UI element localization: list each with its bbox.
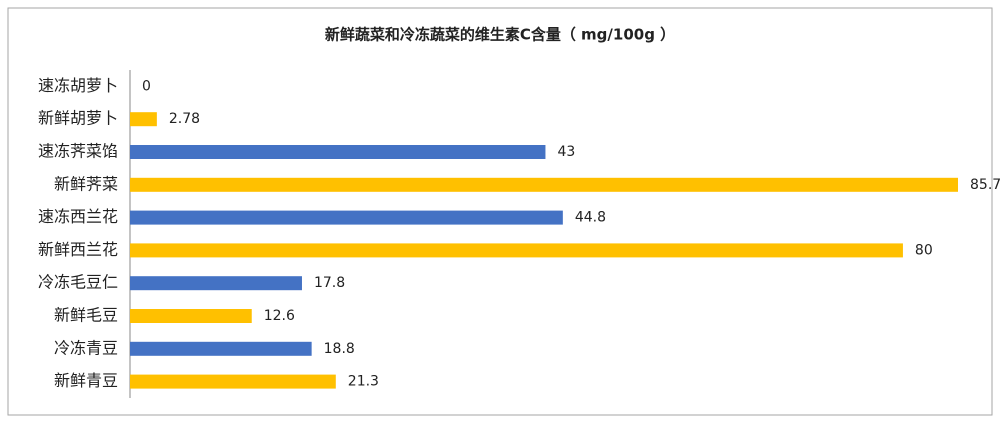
bar	[130, 341, 312, 356]
y-tick-label: 新鲜青豆	[54, 371, 118, 390]
value-label: 43	[557, 144, 575, 160]
y-tick-label: 冷冻毛豆仁	[38, 273, 118, 292]
value-label: 80	[915, 242, 933, 258]
bar	[130, 210, 563, 225]
bar	[130, 374, 336, 389]
bar	[130, 177, 958, 192]
y-tick-label: 新鲜毛豆	[54, 306, 118, 325]
value-label: 0	[142, 78, 151, 94]
y-tick-label: 速冻荠菜馅	[38, 142, 118, 161]
bar	[130, 276, 302, 291]
bar	[130, 243, 903, 258]
y-tick-label: 新鲜西兰花	[38, 240, 118, 259]
value-label: 2.78	[169, 111, 200, 127]
chart-title: 新鲜蔬菜和冷冻蔬菜的维生素C含量（ mg/100g ）	[325, 26, 675, 44]
bar	[130, 145, 546, 159]
y-tick-label: 冷冻青豆	[54, 338, 118, 357]
y-tick-label: 新鲜胡萝卜	[38, 109, 118, 128]
value-label: 21.3	[348, 374, 379, 390]
y-tick-label: 速冻胡萝卜	[38, 76, 118, 95]
bar	[130, 309, 252, 323]
value-label: 12.6	[264, 308, 295, 324]
value-label: 17.8	[314, 275, 345, 291]
y-tick-label: 新鲜荠菜	[54, 174, 118, 193]
value-label: 18.8	[324, 341, 355, 357]
value-label: 44.8	[575, 210, 606, 226]
bar	[130, 112, 157, 127]
y-tick-label: 速冻西兰花	[38, 207, 118, 226]
value-label: 85.7	[970, 177, 1000, 193]
